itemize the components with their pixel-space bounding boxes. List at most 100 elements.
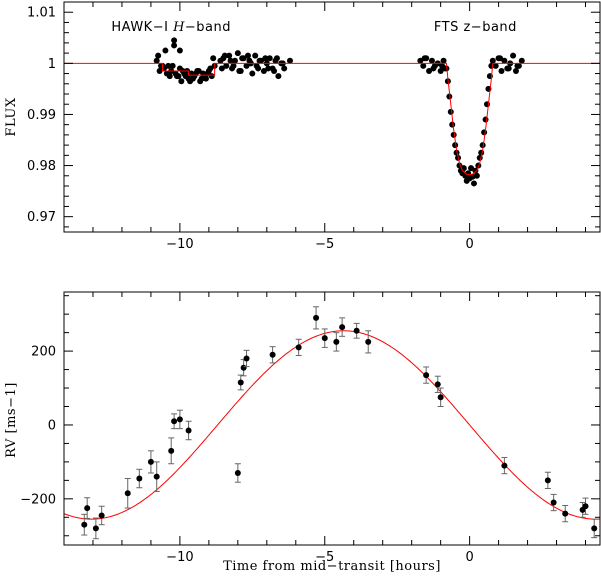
flux-data-point: [262, 55, 269, 62]
flux-data-point: [453, 149, 460, 156]
rv-data-point: [591, 525, 598, 532]
flux-data-point: [498, 68, 505, 74]
flux-data-point: [234, 50, 241, 57]
rv-data-point: [339, 324, 346, 331]
rv-data-point: [365, 338, 372, 345]
flux-data-point: [481, 129, 488, 136]
rv-data-point: [550, 499, 557, 506]
flux-data-point: [286, 57, 293, 64]
top-x-tick-label: −10: [166, 237, 193, 252]
flux-data-point: [231, 57, 238, 64]
bottom-plot-frame: [63, 291, 601, 546]
flux-data-point: [187, 78, 194, 85]
bottom-x-tick-label: −5: [315, 550, 334, 565]
rv-data-point: [185, 427, 192, 434]
flux-data-point: [492, 62, 499, 69]
flux-data-point: [450, 131, 457, 138]
flux-model-line: [64, 62, 600, 176]
rv-data-point: [562, 510, 569, 517]
flux-data-point: [153, 57, 160, 64]
flux-data-point: [171, 37, 178, 44]
flux-data-point: [156, 68, 163, 74]
flux-data-point: [223, 62, 230, 69]
rv-data-point: [353, 327, 360, 334]
flux-data-point: [155, 52, 162, 59]
rv-data-point: [243, 355, 250, 362]
rv-data-point: [313, 314, 320, 321]
flux-data-point: [236, 68, 243, 74]
flux-data-point: [437, 68, 444, 74]
flux-data-point: [243, 62, 250, 69]
flux-data-point: [452, 142, 459, 149]
rv-data-point: [171, 418, 178, 425]
rv-data-point: [582, 503, 589, 510]
rv-data-point: [84, 505, 91, 512]
flux-data-point: [266, 55, 273, 62]
flux-data-point: [226, 52, 233, 59]
bottom-axes: −10 −5 0 −200 0 200: [20, 292, 600, 565]
rv-data-point: [295, 344, 302, 351]
flux-data-point: [249, 70, 256, 77]
flux-data-point: [426, 68, 433, 74]
flux-data-point: [417, 57, 424, 64]
top-axes: −10 −5 0 0.97 0.98 0.99 1 1.01: [27, 1, 600, 252]
top-plot-frame: [63, 1, 601, 233]
flux-data-point: [210, 55, 217, 62]
flux-data-point: [207, 65, 214, 72]
flux-data-point: [510, 52, 517, 59]
rv-data-point: [136, 475, 143, 482]
flux-data-point: [497, 55, 504, 62]
rv-data-point: [544, 477, 551, 484]
bottom-panel: −10 −5 0 −200 0 200 RV [ms−1] Time from mid−t…: [4, 291, 601, 574]
rv-data-point: [124, 490, 131, 497]
rv-data-point: [240, 364, 247, 371]
flux-data-point: [470, 180, 477, 187]
rv-data-point: [168, 447, 175, 454]
rv-data-point: [501, 462, 508, 469]
rv-data-point: [147, 458, 154, 465]
flux-data-point: [239, 55, 246, 62]
bottom-y-tick-label: 200: [31, 345, 56, 360]
flux-data-point: [518, 57, 525, 64]
flux-data-point: [218, 65, 225, 72]
flux-data-point: [163, 70, 170, 77]
flux-data-point: [479, 142, 486, 149]
rv-data-point: [237, 379, 244, 386]
rv-data-point: [98, 512, 105, 519]
flux-data-point: [253, 62, 260, 69]
top-y-tick-label: 0.99: [27, 108, 56, 123]
flux-data-point: [169, 62, 176, 69]
flux-data-point: [265, 65, 272, 72]
flux-data-point: [275, 73, 282, 80]
bottom-y-axis-label: RV [ms−1]: [4, 382, 19, 458]
top-panel: −10 −5 0 0.97 0.98 0.99 1 1.01 FLUX HAWK−I H−ba…: [4, 1, 601, 252]
x-axis-label: Time from mid−transit [hours]: [223, 559, 441, 574]
top-plot-area: [64, 37, 600, 187]
flux-data-point: [447, 108, 454, 115]
flux-data-point: [430, 65, 437, 72]
flux-data-point: [501, 57, 508, 64]
rv-data-point: [153, 473, 160, 480]
flux-data-point: [271, 68, 278, 74]
flux-data-point: [221, 52, 228, 59]
flux-data-point: [489, 57, 496, 64]
flux-data-point: [178, 78, 185, 85]
bottom-x-tick-label: −10: [166, 550, 193, 565]
rv-data-point: [269, 351, 276, 358]
flux-data-point: [162, 47, 169, 54]
flux-data-point: [473, 172, 480, 179]
rv-data-point: [423, 372, 430, 379]
flux-data-point: [421, 55, 428, 62]
rv-data-point: [81, 521, 88, 528]
top-y-tick-label: 0.97: [27, 210, 56, 225]
bottom-y-tick-label: 0: [48, 418, 56, 433]
rv-data-point: [321, 335, 328, 342]
flux-data-point: [440, 57, 447, 64]
flux-data-point: [446, 93, 453, 100]
flux-data-point: [505, 65, 512, 72]
hawk-i-band-label: HAWK−I H−band: [111, 20, 231, 35]
rv-data-point: [437, 394, 444, 401]
top-annotations: HAWK−I H−band FTS z−band: [111, 20, 516, 35]
flux-data-point: [252, 52, 259, 59]
flux-data-point: [512, 68, 519, 74]
